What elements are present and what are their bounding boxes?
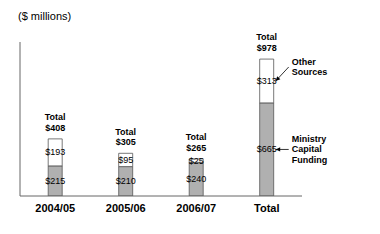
svg-text:$665: $665 <box>257 144 277 154</box>
html-text:($ millions): ($ millions) <box>18 10 72 22</box>
svg-text:$215: $215 <box>45 176 65 186</box>
svg-text:Total: Total <box>254 202 279 214</box>
svg-text:$95: $95 <box>118 155 133 165</box>
svg-text:$193: $193 <box>45 147 65 157</box>
svg-text:2004/05: 2004/05 <box>35 202 75 214</box>
svg-text:MinistryCapitalFunding: MinistryCapitalFunding <box>292 134 328 166</box>
svg-text:2005/06: 2005/06 <box>106 202 146 214</box>
svg-text:Total$408: Total$408 <box>45 112 66 133</box>
svg-text:$240: $240 <box>186 174 206 184</box>
svg-text:Total$305: Total$305 <box>115 127 136 148</box>
svg-text:Total$265: Total$265 <box>186 132 207 153</box>
svg-text:$210: $210 <box>116 176 136 186</box>
svg-text:Total$978: Total$978 <box>256 32 277 53</box>
svg-text:2006/07: 2006/07 <box>176 202 216 214</box>
svg-text:$25: $25 <box>189 156 204 166</box>
svg-text:$313: $313 <box>257 76 277 86</box>
svg-text:OtherSources: OtherSources <box>292 57 328 78</box>
